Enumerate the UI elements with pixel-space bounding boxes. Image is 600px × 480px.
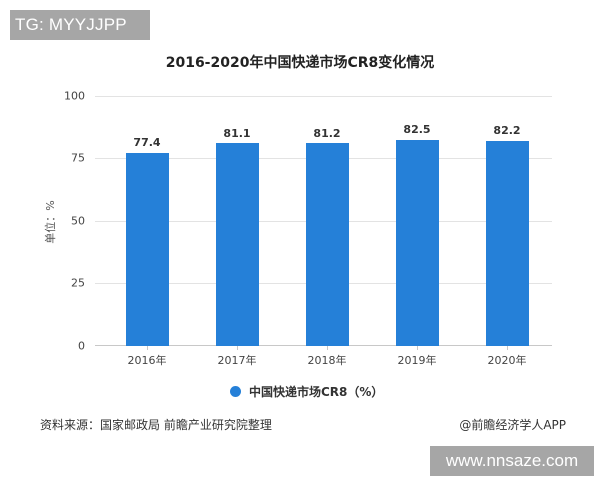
x-tick-mark <box>417 346 418 350</box>
y-tick-0: 0 <box>78 339 85 353</box>
data-label-2018: 81.2 <box>313 127 341 140</box>
x-tick-2019: 2019年 <box>397 354 437 367</box>
bar-2018[interactable] <box>306 143 349 346</box>
data-label-2019: 82.5 <box>403 123 431 136</box>
y-tick-75: 75 <box>71 151 85 165</box>
x-tick-mark <box>237 346 238 350</box>
x-tick-2018: 2018年 <box>307 354 347 367</box>
x-tick-2016: 2016年 <box>127 354 167 367</box>
chart-title: 2016-2020年中国快递市场CR8变化情况 <box>165 55 435 71</box>
legend-label: 中国快递市场CR8（%） <box>249 385 384 399</box>
x-tick-mark <box>147 346 148 350</box>
bar-2020[interactable] <box>486 140 529 346</box>
credit-note: @前瞻经济学人APP <box>459 418 566 432</box>
y-tick-25: 25 <box>71 276 85 290</box>
y-tick-100: 100 <box>64 89 85 103</box>
data-label-2016: 77.4 <box>133 136 161 149</box>
gridline-100 <box>95 96 552 97</box>
watermark-site: www.nnsaze.com <box>430 446 594 476</box>
x-tick-mark <box>327 346 328 350</box>
legend-dot-icon <box>230 386 241 397</box>
data-label-2020: 82.2 <box>493 124 521 137</box>
x-tick-2020: 2020年 <box>487 354 527 367</box>
bar-2017[interactable] <box>216 143 259 346</box>
x-tick-mark <box>507 346 508 350</box>
bar-2019[interactable] <box>396 139 439 346</box>
watermark-tag: TG: MYYJJPP <box>10 10 150 40</box>
legend[interactable]: 中国快递市场CR8（%） <box>230 383 383 400</box>
data-label-2017: 81.1 <box>223 127 251 140</box>
plot-area: 77.4 81.1 81.2 82.5 82.2 <box>95 96 552 346</box>
source-note: 资料来源：国家邮政局 前瞻产业研究院整理 <box>40 418 272 432</box>
x-tick-2017: 2017年 <box>217 354 257 367</box>
bar-2016[interactable] <box>126 152 169 346</box>
y-tick-50: 50 <box>71 214 85 228</box>
